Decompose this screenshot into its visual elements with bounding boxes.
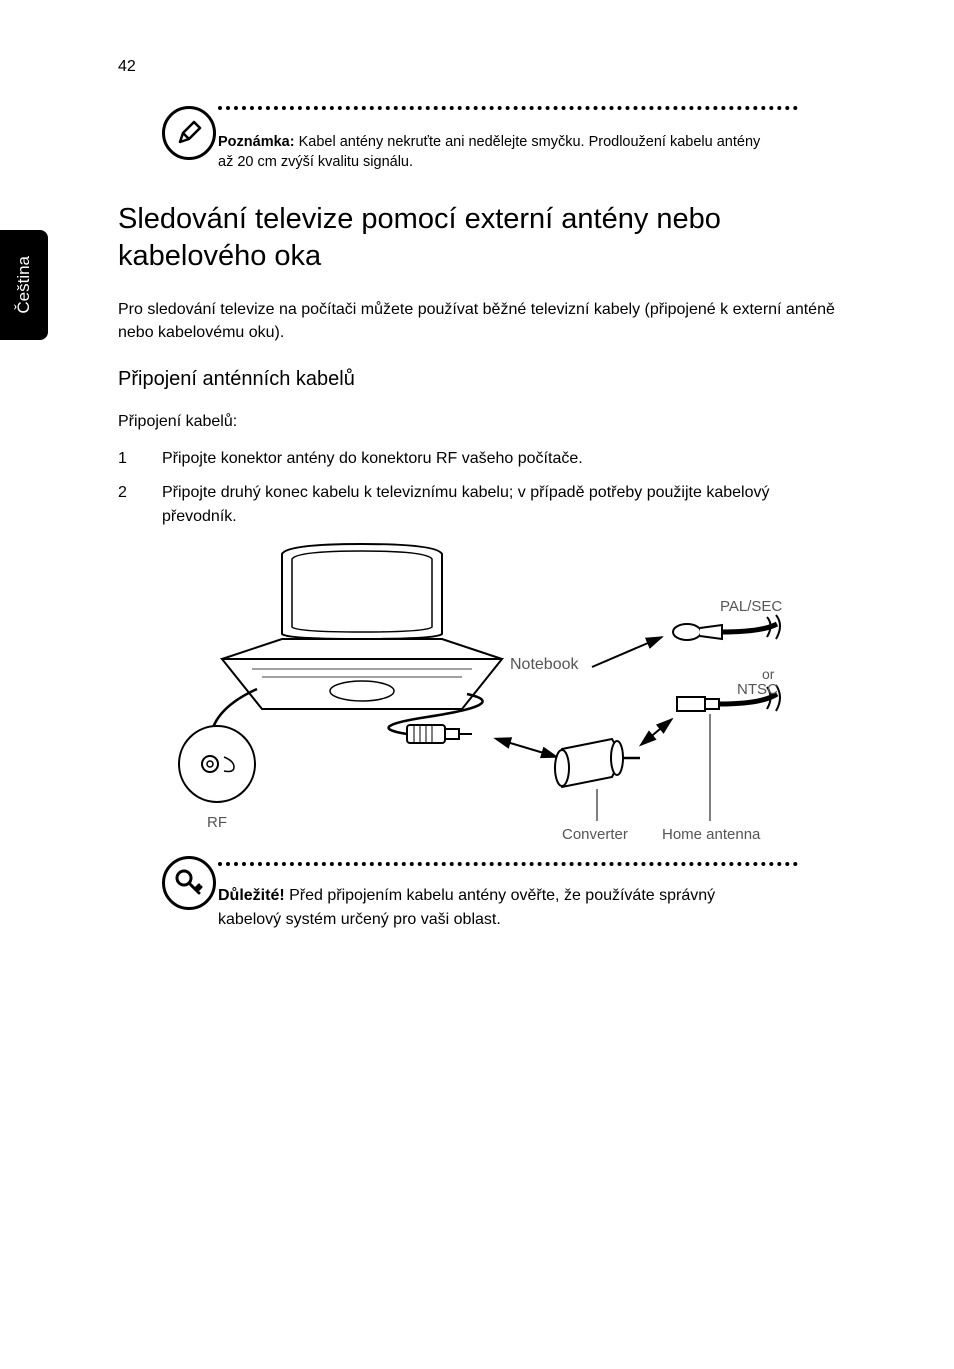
key-icon — [162, 856, 216, 910]
converter-icon — [555, 739, 640, 787]
step-text: Připojte konektor antény do konektoru RF… — [162, 447, 838, 471]
converter-label: Converter — [562, 826, 628, 843]
antenna-label: Home antenna — [662, 826, 761, 843]
page-title: Sledování televize pomocí externí antény… — [118, 201, 838, 276]
dotted-rule — [218, 106, 798, 110]
pencil-icon — [162, 106, 216, 160]
note-text: Poznámka: Kabel antény nekruťte ani nedě… — [218, 132, 778, 173]
important-text: Důležité! Před připojením kabelu antény … — [218, 884, 758, 930]
important-block: Důležité! Před připojením kabelu antény … — [118, 862, 838, 930]
language-tab: Čeština — [0, 230, 48, 340]
note-block: Poznámka: Kabel antény nekruťte ani nedě… — [118, 106, 838, 173]
body-paragraph: Pro sledování televize na počítači můžet… — [118, 298, 838, 344]
or-label: or — [762, 666, 775, 682]
notebook-label: Notebook — [510, 656, 579, 673]
dotted-rule — [218, 862, 798, 866]
coax-connector-icon — [407, 725, 472, 743]
page-content: Poznámka: Kabel antény nekruťte ani nedě… — [118, 100, 838, 931]
pal-connector-icon — [673, 615, 780, 640]
step-item: 1 Připojte konektor antény do konektoru … — [118, 447, 838, 471]
connection-diagram: RF Notebook — [162, 539, 782, 844]
page-number: 42 — [118, 58, 136, 76]
ntsc-label: NTSC — [737, 681, 778, 698]
pal-label: PAL/SECAM — [720, 598, 782, 615]
note-body: Kabel antény nekruťte ani nedělejte smyč… — [218, 134, 760, 170]
section-subheading: Připojení anténních kabelů — [118, 368, 838, 391]
important-label: Důležité! — [218, 887, 285, 904]
important-body: Před připojením kabelu antény ověřte, že… — [218, 887, 715, 927]
steps-intro: Připojení kabelů: — [118, 413, 838, 431]
laptop-icon — [222, 544, 502, 709]
step-number: 1 — [118, 447, 162, 471]
language-tab-label: Čeština — [14, 256, 34, 314]
rf-label: RF — [207, 814, 227, 831]
step-item: 2 Připojte druhý konec kabelu k televizn… — [118, 481, 838, 529]
note-label: Poznámka: — [218, 134, 295, 150]
step-number: 2 — [118, 481, 162, 529]
step-text: Připojte druhý konec kabelu k televizním… — [162, 481, 838, 529]
steps-list: 1 Připojte konektor antény do konektoru … — [118, 447, 838, 529]
